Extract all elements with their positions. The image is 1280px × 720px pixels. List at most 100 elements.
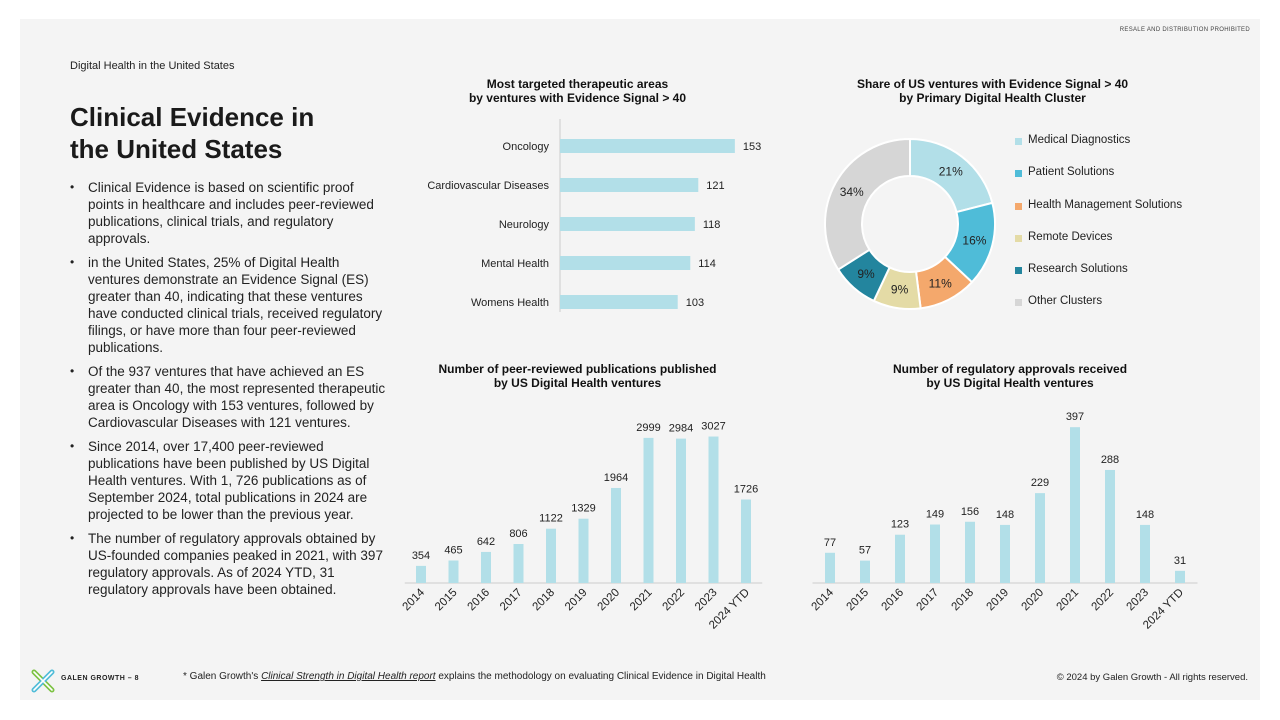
legend-label: Health Management Solutions — [1028, 198, 1183, 211]
cluster-share-chart-title: Share of US ventures with Evidence Signa… — [840, 77, 1145, 105]
tick-label: 2017 — [915, 587, 942, 614]
tick-label: 2019 — [985, 587, 1012, 614]
page-title-line-2: the United States — [70, 134, 283, 164]
data-label: 229 — [1031, 477, 1049, 489]
bar — [560, 217, 695, 231]
legend-item: Other Clusters — [1015, 295, 1182, 327]
chart-title-line-2: by US Digital Health ventures — [926, 376, 1094, 390]
bar — [448, 560, 459, 583]
bar — [560, 295, 678, 309]
copyright-notice: © 2024 by Galen Growth - All rights rese… — [1056, 672, 1248, 683]
data-label: 2984 — [669, 423, 693, 435]
legend-swatch — [1015, 267, 1022, 275]
bar — [611, 487, 621, 583]
data-label: 2999 — [636, 422, 660, 434]
tick-label: 2020 — [596, 587, 623, 614]
bar — [1000, 524, 1010, 583]
approvals-chart-title: Number of regulatory approvals received … — [860, 362, 1160, 390]
approvals-bar-chart: 77 2014 57 2015 123 2016 149 2017 156 2018 148 2019… — [810, 411, 1198, 632]
bar — [1105, 469, 1115, 583]
legend-label: Other Clusters — [1028, 295, 1103, 308]
galen-growth-logo — [31, 669, 55, 693]
bar — [1175, 570, 1185, 583]
data-label: 397 — [1066, 411, 1084, 423]
brand-page-number: GALEN GROWTH – 8 — [61, 675, 140, 682]
tick-label: 2014 — [810, 586, 837, 613]
bar — [1070, 427, 1080, 583]
slice-label: 21% — [939, 164, 963, 178]
bullet-item: Since 2014, over 17,400 peer-reviewed pu… — [70, 438, 390, 523]
slice-label: 16% — [962, 234, 986, 248]
page-title-line-1: Clinical Evidence in — [70, 102, 315, 132]
category-label: Cardiovascular Diseases — [427, 180, 549, 192]
bar — [741, 499, 751, 583]
footnote-prefix: * Galen Growth's — [183, 671, 262, 682]
tick-label: 2021 — [628, 587, 655, 614]
bullet-item: Clinical Evidence is based on scientific… — [70, 179, 390, 247]
chart-title-line-2: by US Digital Health ventures — [493, 376, 662, 390]
legend-label: Medical Diagnostics — [1028, 134, 1131, 146]
tick-label: 2018 — [950, 587, 977, 614]
slide: RESALE AND DISTRIBUTION PROHIBITED Digit… — [20, 19, 1260, 700]
tick-label: 2016 — [880, 587, 907, 614]
donut-slice — [824, 137, 911, 271]
data-label: 149 — [926, 509, 944, 521]
tick-label: 2015 — [433, 587, 460, 614]
legend-swatch — [1015, 170, 1022, 178]
therapeutic-areas-bar-chart: Oncology 153 Cardiovascular Diseases 121 Neu… — [427, 119, 761, 312]
category-label: Oncology — [503, 141, 550, 153]
report-link[interactable]: Clinical Strength in Digital Health repo… — [261, 671, 436, 682]
bullet-list: Clinical Evidence is based on scientific… — [70, 179, 390, 605]
data-label: 114 — [698, 258, 716, 270]
bar — [560, 139, 735, 153]
bar — [1140, 524, 1150, 583]
data-label: 1122 — [539, 513, 563, 525]
bar — [546, 528, 556, 583]
tick-label: 2022 — [661, 587, 688, 614]
methodology-footnote: * Galen Growth's Clinical Strength in Di… — [183, 671, 766, 682]
legend-swatch — [1015, 138, 1022, 145]
cluster-share-donut-chart: 21% 16% 11% 9% 9% 34% — [824, 137, 996, 310]
chart-title-line-1: Number of regulatory approvals received — [892, 362, 1128, 376]
tick-label: 2018 — [531, 587, 558, 614]
data-label: 77 — [824, 537, 836, 549]
data-label: 31 — [1174, 555, 1186, 567]
cluster-legend: Medical Diagnostics Patient Solutions Heal… — [1015, 134, 1182, 328]
tick-label: 2023 — [693, 587, 720, 614]
legend-swatch — [1015, 202, 1022, 210]
bar — [930, 524, 940, 583]
legend-label: Patient Solutions — [1028, 166, 1115, 179]
data-label: 148 — [1136, 509, 1154, 521]
chart-title-line-2: by ventures with Evidence Signal > 40 — [468, 91, 687, 105]
publications-chart-title: Number of peer-reviewed publications pub… — [425, 362, 730, 390]
bar — [825, 552, 835, 583]
tick-label: 2020 — [1020, 587, 1047, 614]
data-label: 806 — [509, 528, 527, 540]
data-label: 57 — [859, 545, 871, 557]
bar — [578, 518, 589, 583]
chart-title-line-1: Most targeted therapeutic areas — [486, 77, 669, 91]
category-label: Mental Health — [481, 258, 549, 270]
data-label: 1964 — [604, 472, 628, 484]
data-label: 103 — [686, 297, 704, 309]
data-label: 121 — [706, 180, 724, 192]
slice-label: 34% — [840, 185, 864, 199]
bar — [560, 178, 699, 192]
footnote-suffix: explains the methodology on evaluating C… — [435, 671, 766, 682]
bar — [560, 256, 691, 270]
legend-item: Health Management Solutions — [1015, 199, 1182, 231]
bar — [1035, 493, 1045, 583]
slice-label: 9% — [857, 267, 875, 281]
data-label: 354 — [412, 550, 430, 562]
data-label: 123 — [891, 519, 909, 531]
chart-title-line-2: by Primary Digital Health Cluster — [899, 91, 1086, 105]
tick-label: 2021 — [1055, 587, 1082, 614]
legend-item: Medical Diagnostics — [1015, 134, 1182, 166]
chart-title-line-1: Number of peer-reviewed publications pub… — [438, 362, 717, 376]
bar — [860, 560, 870, 583]
bar — [513, 544, 524, 583]
data-label: 1329 — [571, 503, 595, 515]
bar — [708, 436, 719, 583]
section-kicker: Digital Health in the United States — [70, 60, 235, 72]
bar — [676, 438, 686, 583]
